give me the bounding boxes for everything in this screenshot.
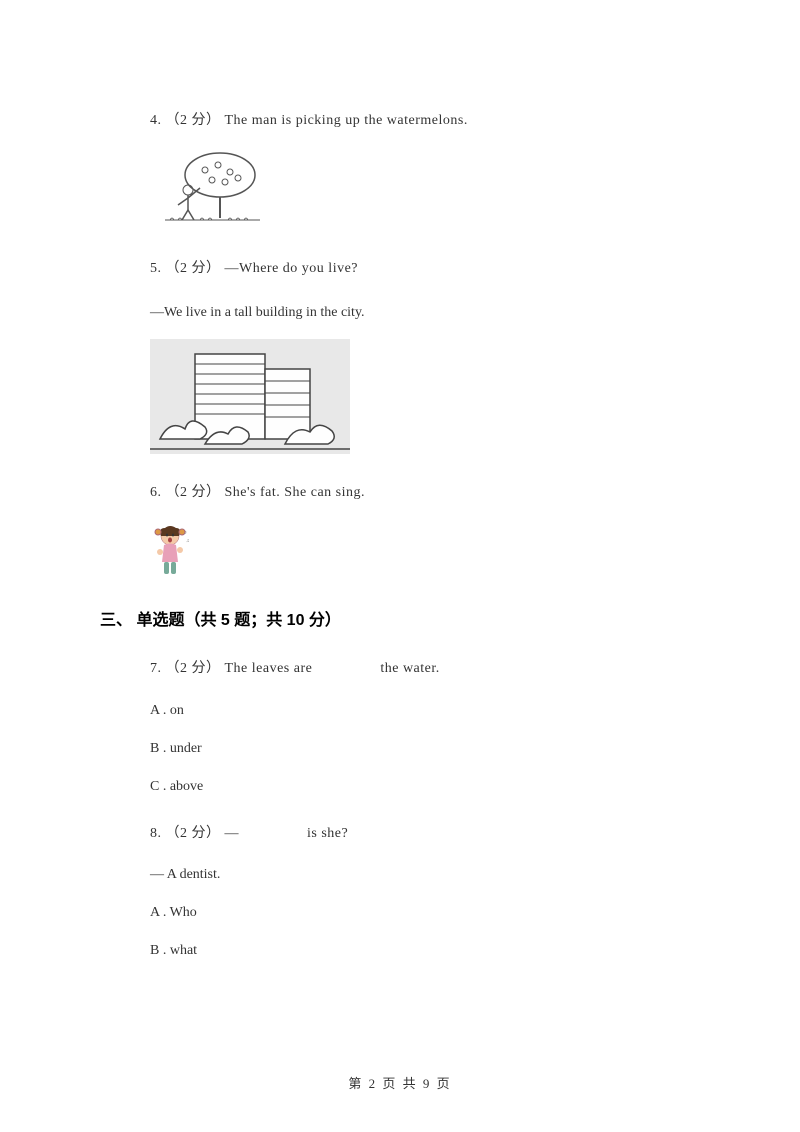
question-5-text: 5. （2 分） —Where do you live? [150, 258, 700, 280]
q6-points: （2 分） [166, 485, 221, 500]
q8-option-b: B . what [150, 943, 700, 959]
question-8-stem: 8. （2 分） — is she? [150, 823, 700, 845]
q8-answer: — A dentist. [150, 867, 700, 883]
singing-girl-icon: ♪ ♫ [150, 522, 194, 578]
q5-answer: —We live in a tall building in the city. [150, 305, 700, 321]
q6-text: She's fat. She can sing. [225, 485, 366, 500]
question-4-text: 4. （2 分） The man is picking up the water… [150, 110, 700, 132]
q6-image: ♪ ♫ [150, 522, 700, 578]
q7-before: The leaves are [225, 661, 313, 676]
tree-picking-icon [150, 150, 270, 230]
q5-image [150, 339, 700, 454]
q8-before: — [225, 826, 240, 841]
q5-text: —Where do you live? [225, 261, 359, 276]
q7-after: the water. [380, 661, 439, 676]
q8-option-a: A . Who [150, 905, 700, 921]
q4-image [150, 150, 700, 230]
q7-option-a: A . on [150, 703, 700, 719]
question-7-stem: 7. （2 分） The leaves are the water. [150, 658, 700, 680]
question-8: 8. （2 分） — is she? — A dentist. A . Who … [100, 823, 700, 959]
page-footer: 第 2 页 共 9 页 [0, 1073, 800, 1092]
q8-number: 8. [150, 826, 162, 841]
question-5: 5. （2 分） —Where do you live? —We live in… [100, 258, 700, 453]
page-content: 4. （2 分） The man is picking up the water… [0, 0, 800, 1027]
q8-after: is she? [307, 826, 348, 841]
q7-points: （2 分） [166, 661, 221, 676]
q7-option-b: B . under [150, 741, 700, 757]
question-6-text: 6. （2 分） She's fat. She can sing. [150, 482, 700, 504]
q4-number: 4. [150, 113, 162, 128]
building-icon [150, 339, 350, 454]
svg-text:♫: ♫ [186, 539, 190, 544]
q8-points: （2 分） [166, 826, 221, 841]
q4-points: （2 分） [166, 113, 221, 128]
q7-number: 7. [150, 661, 162, 676]
q5-number: 5. [150, 261, 162, 276]
section-3-title: 三、 单选题（共 5 题；共 10 分） [100, 606, 700, 630]
question-7: 7. （2 分） The leaves are the water. A . o… [100, 658, 700, 794]
q6-number: 6. [150, 485, 162, 500]
question-6: 6. （2 分） She's fat. She can sing. [100, 482, 700, 578]
q7-option-c: C . above [150, 779, 700, 795]
q5-points: （2 分） [166, 261, 221, 276]
svg-text:♪: ♪ [184, 530, 187, 536]
question-4: 4. （2 分） The man is picking up the water… [100, 110, 700, 230]
q4-text: The man is picking up the watermelons. [225, 113, 468, 128]
